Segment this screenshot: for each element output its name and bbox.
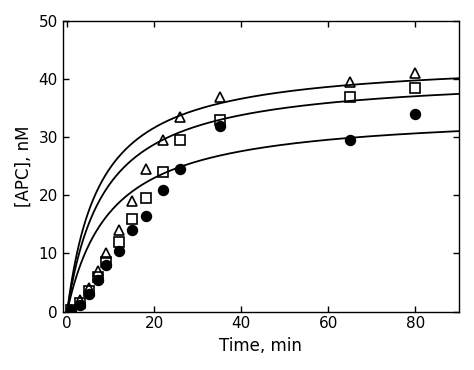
X-axis label: Time, min: Time, min <box>219 337 302 355</box>
Y-axis label: [APC], nM: [APC], nM <box>15 125 33 207</box>
